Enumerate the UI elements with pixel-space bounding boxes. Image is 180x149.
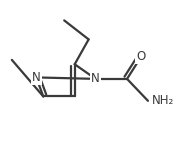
Text: O: O (136, 51, 146, 63)
Text: N: N (32, 71, 41, 84)
Text: NH₂: NH₂ (151, 94, 174, 107)
Text: N: N (91, 72, 100, 85)
